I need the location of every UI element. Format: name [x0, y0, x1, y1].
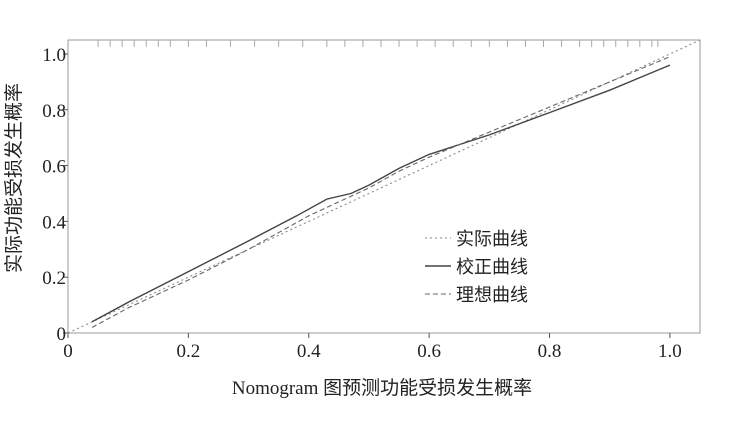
x-tick-label: 0.8 — [538, 341, 562, 362]
y-tick-label: 0.6 — [42, 157, 66, 178]
series-line-2 — [91, 64, 671, 323]
legend-label: 实际曲线 — [456, 229, 528, 250]
y-tick-label: 0.8 — [42, 101, 66, 122]
series-line-3 — [91, 56, 671, 328]
plot-frame — [67, 39, 701, 334]
x-tick-label: 0 — [63, 341, 73, 362]
y-axis-label: 实际功能受损发生概率 — [3, 83, 25, 273]
x-tick-label: 0.4 — [297, 341, 321, 362]
x-tick-label: 0.6 — [417, 341, 441, 362]
y-tick-label: 0 — [57, 324, 67, 345]
x-axis-label: Nomogram 图预测功能受损发生概率 — [232, 377, 532, 399]
y-axis-ticks: 0 0.2 0.4 0.6 0.8 1.0 — [42, 45, 68, 345]
x-axis-ticks: 0 0.2 0.4 0.6 0.8 1.0 — [63, 333, 682, 362]
y-tick-label: 0.2 — [42, 268, 66, 289]
x-tick-label: 1.0 — [658, 341, 682, 362]
series-line-1 — [67, 39, 701, 334]
legend-label: 校正曲线 — [456, 257, 528, 278]
plot-border — [67, 39, 701, 334]
rug-marks — [97, 40, 659, 47]
series-layer — [67, 39, 701, 334]
y-tick-label: 0.4 — [42, 212, 66, 233]
x-tick-label: 0.2 — [177, 341, 201, 362]
legend-label: 理想曲线 — [456, 285, 528, 306]
y-tick-label: 1.0 — [42, 45, 66, 66]
